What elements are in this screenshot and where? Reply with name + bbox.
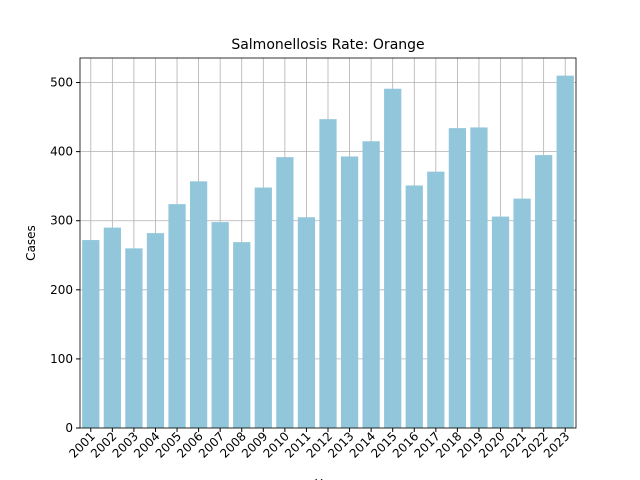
bar [254, 187, 272, 428]
bar [405, 185, 423, 428]
bar [189, 181, 208, 428]
chart-title: Salmonellosis Rate: Orange [231, 37, 424, 53]
bar [233, 242, 251, 428]
bar [103, 227, 121, 428]
plot-frame [79, 57, 577, 429]
bar [491, 216, 510, 428]
bar [535, 155, 553, 428]
bar [211, 222, 229, 428]
y-tick-label: 200 [50, 283, 73, 297]
bar [276, 157, 294, 428]
y-tick-label: 300 [50, 214, 73, 228]
y-tick-label: 0 [65, 421, 73, 435]
bar [427, 171, 445, 428]
bar [82, 240, 100, 428]
bar [556, 75, 574, 428]
bar [297, 217, 316, 428]
y-tick-label: 500 [50, 76, 73, 90]
bar [340, 156, 359, 428]
y-tick-label: 400 [50, 145, 73, 159]
bar [448, 128, 467, 428]
bar [146, 233, 165, 428]
x-axis-label: Year [314, 477, 340, 480]
bar [470, 127, 488, 429]
bar [513, 198, 531, 428]
bar [125, 248, 143, 428]
bar [384, 88, 402, 429]
bar [168, 204, 186, 428]
y-tick-label: 100 [50, 352, 73, 366]
y-axis-label: Cases [24, 225, 38, 261]
bar [319, 119, 337, 428]
bar [362, 141, 380, 428]
